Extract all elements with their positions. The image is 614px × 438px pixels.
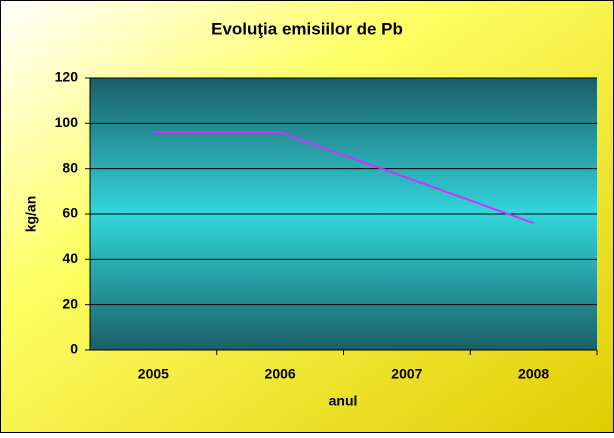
y-tick-label: 40: [62, 250, 78, 266]
chart-title: Evoluţia emisiilor de Pb: [211, 19, 403, 38]
y-tick-label: 20: [62, 295, 78, 311]
y-tick-label: 0: [70, 341, 78, 357]
x-tick-label: 2006: [265, 366, 296, 382]
y-axis-label: kg/an: [23, 196, 39, 233]
x-tick-label: 2005: [138, 366, 169, 382]
y-tick-label: 120: [55, 69, 79, 85]
y-tick-label: 60: [62, 205, 78, 221]
x-tick-label: 2008: [518, 366, 549, 382]
y-tick-label: 100: [55, 114, 79, 130]
data-line: [153, 131, 534, 225]
x-tick-label: 2007: [391, 366, 422, 382]
y-tick-label: 80: [62, 159, 78, 175]
x-axis-label: anul: [329, 393, 358, 409]
